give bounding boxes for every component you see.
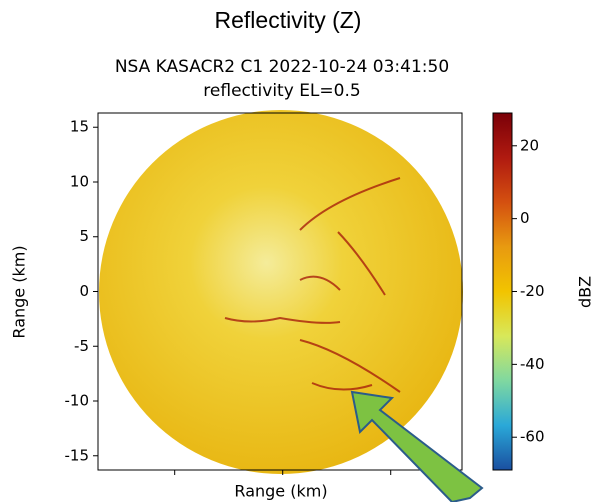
y-tick-label: -5 xyxy=(74,337,89,355)
y-tick-label: 10 xyxy=(70,172,89,190)
colorbar-tick-label: -60 xyxy=(520,428,545,446)
x-axis-label: Range (km) xyxy=(234,482,327,501)
colorbar-tick-label: 20 xyxy=(520,136,539,154)
page-title: Reflectivity (Z) xyxy=(215,7,362,33)
colorbar-label: dBZ xyxy=(576,276,595,308)
y-axis-label: Range (km) xyxy=(10,245,29,338)
colorbar xyxy=(493,113,512,470)
y-tick-label: 0 xyxy=(79,282,89,300)
plot-area xyxy=(98,110,463,474)
chart-subtitle: reflectivity EL=0.5 xyxy=(203,81,360,101)
colorbar-tick-label: 0 xyxy=(520,209,530,227)
colorbar-tick-label: -40 xyxy=(520,355,545,373)
y-tick-label: -15 xyxy=(65,446,90,464)
chart: Reflectivity (Z) NSA KASACR2 C1 2022-10-… xyxy=(0,0,600,502)
y-tick-label: 15 xyxy=(70,118,89,136)
radar-sweep xyxy=(99,110,463,474)
y-tick-label: 5 xyxy=(79,227,89,245)
y-tick-label: -10 xyxy=(65,392,90,410)
colorbar-tick-label: -20 xyxy=(520,282,545,300)
chart-subtitle: NSA KASACR2 C1 2022-10-24 03:41:50 xyxy=(115,57,449,77)
